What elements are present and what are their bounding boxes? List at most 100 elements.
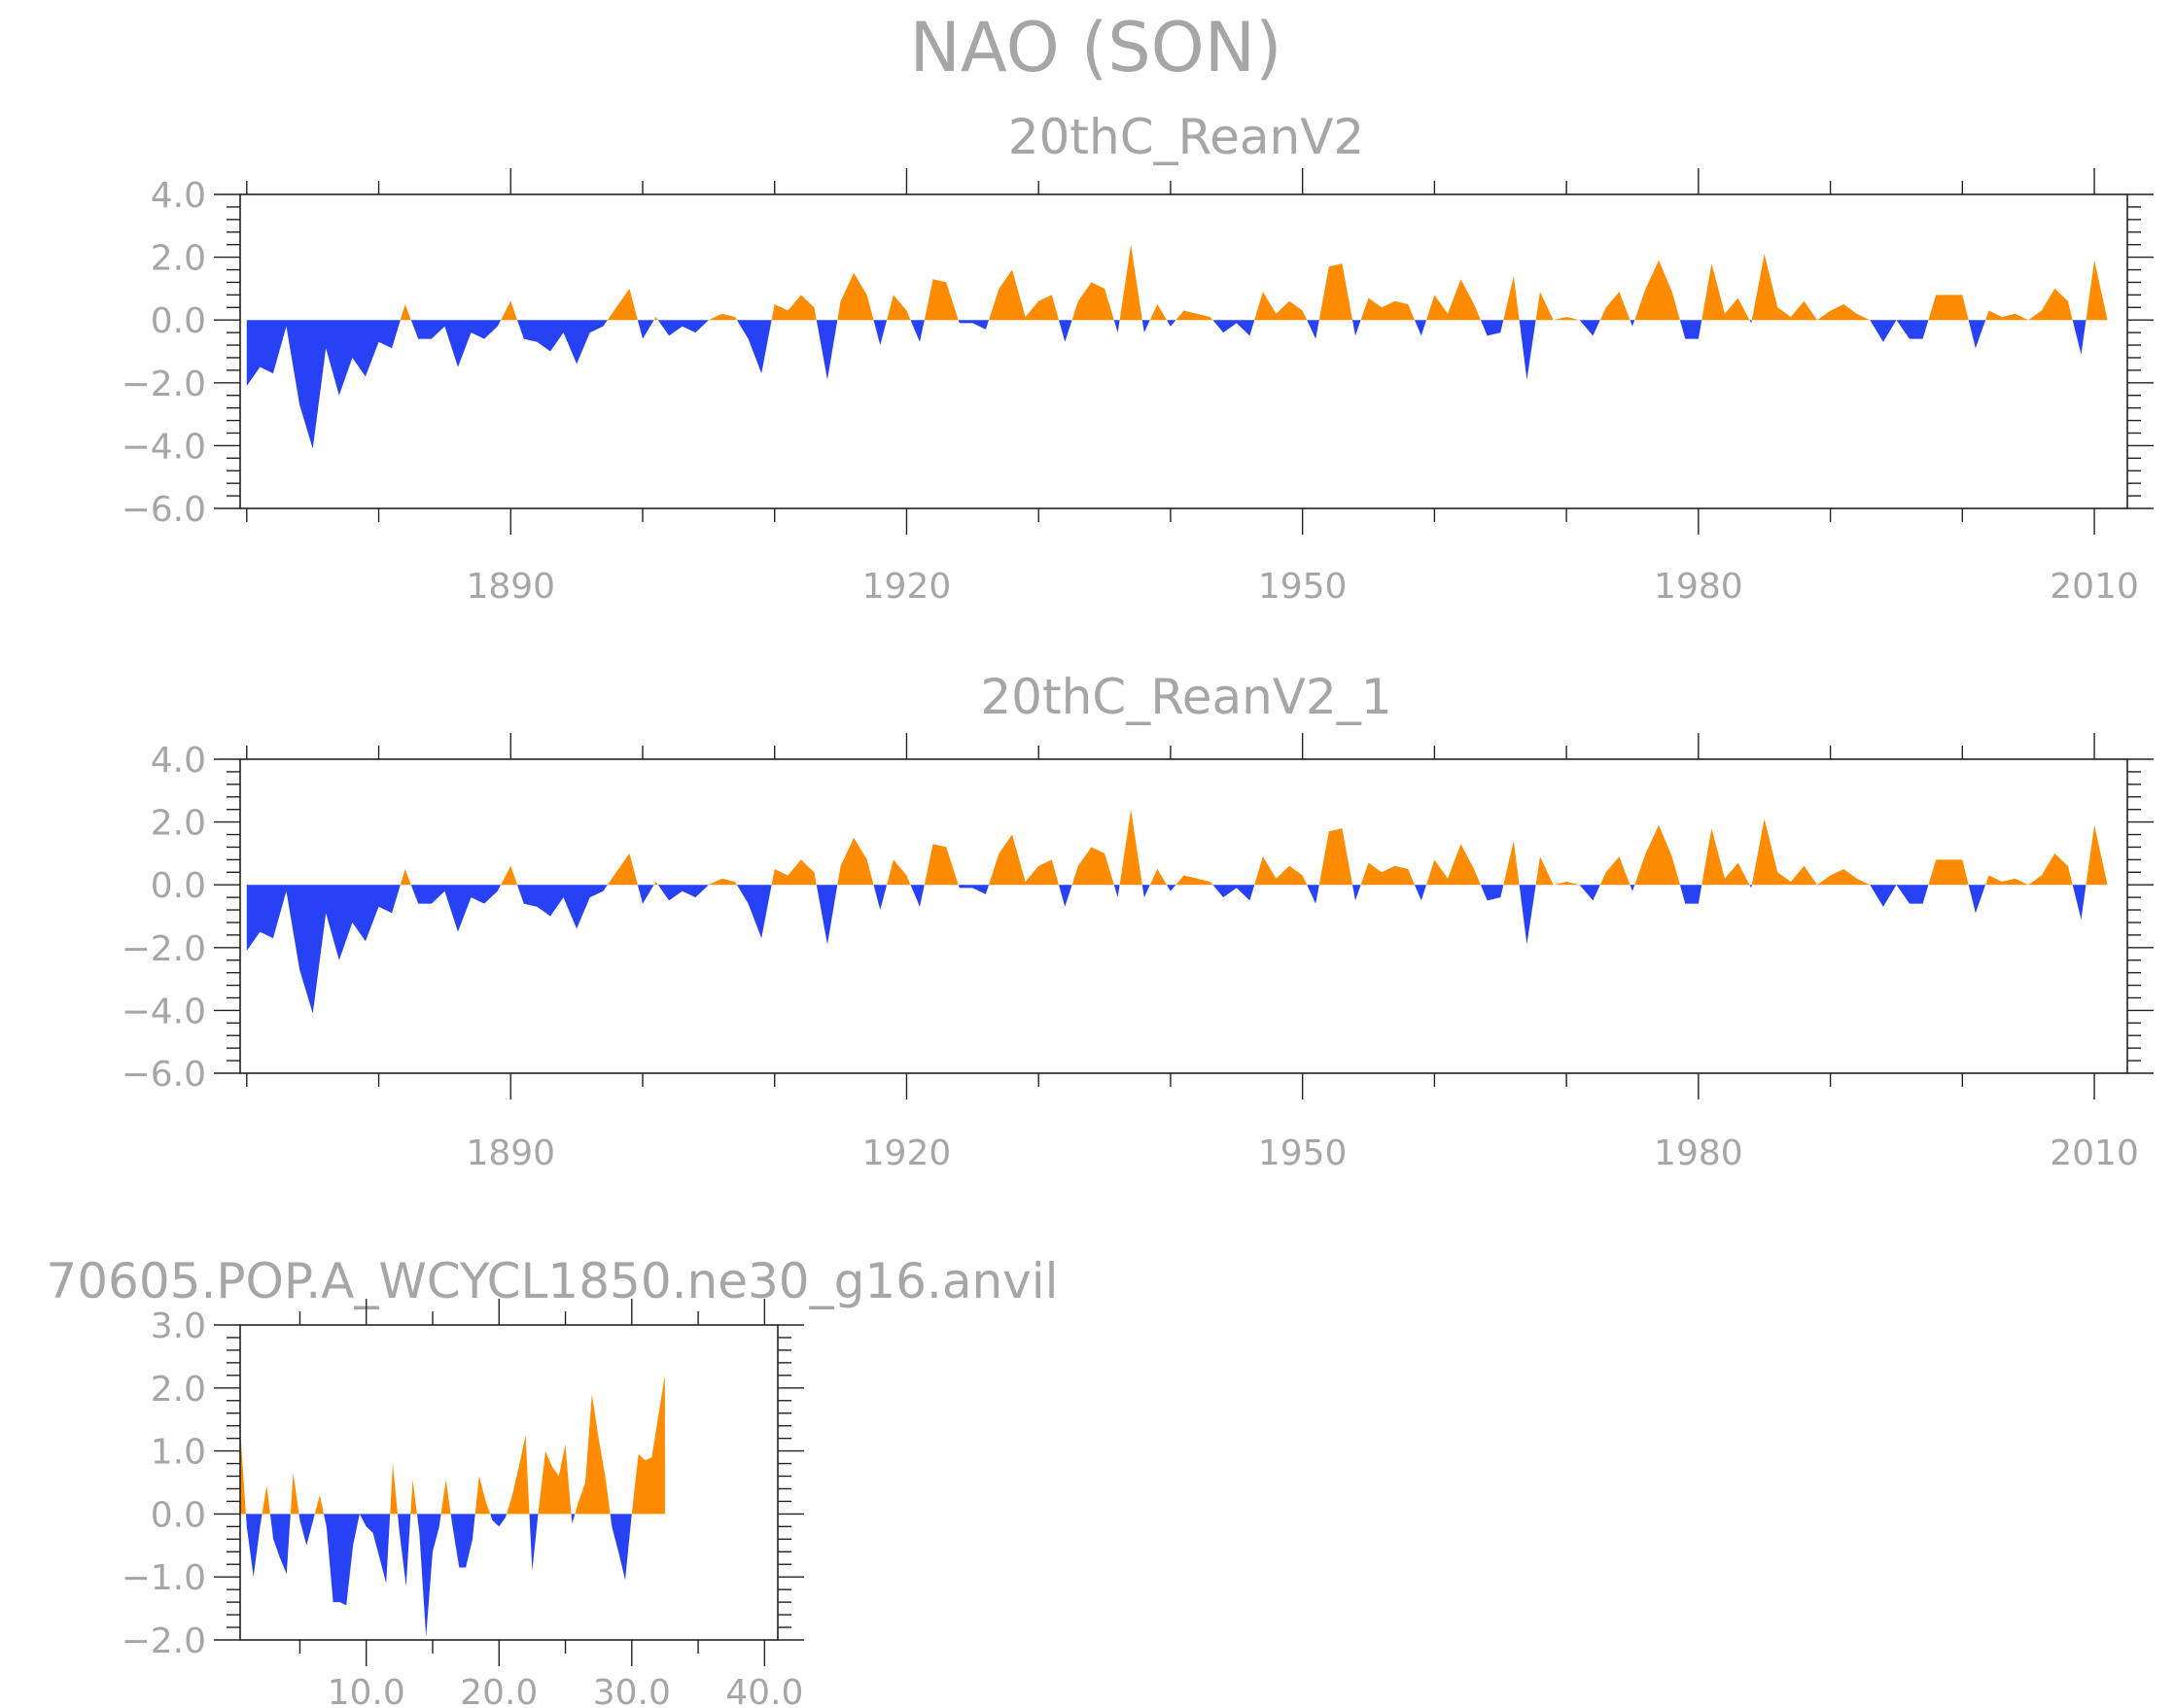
negative-area bbox=[1579, 320, 1600, 336]
positive-area bbox=[400, 869, 411, 886]
y-tick-label: −2.0 bbox=[122, 929, 206, 969]
positive-area bbox=[989, 834, 1059, 886]
x-tick-label: 1920 bbox=[862, 567, 952, 607]
negative-area bbox=[1212, 885, 1255, 901]
positive-area bbox=[887, 859, 911, 886]
negative-area bbox=[1749, 885, 1752, 889]
positive-area bbox=[1119, 809, 1142, 886]
y-tick-label: 0.0 bbox=[151, 301, 206, 341]
negative-area bbox=[816, 320, 838, 380]
plot-frame bbox=[239, 193, 2128, 509]
y-tick-label: −4.0 bbox=[122, 992, 206, 1031]
positive-area bbox=[1503, 841, 1520, 886]
x-tick-label: 1980 bbox=[1654, 567, 1743, 607]
x-tick-label: 30.0 bbox=[593, 1673, 671, 1708]
y-tick-label: 4.0 bbox=[151, 741, 206, 781]
negative-area bbox=[1059, 320, 1072, 342]
y-tick-label: 2.0 bbox=[151, 804, 206, 844]
positive-area bbox=[1318, 263, 1352, 321]
negative-area bbox=[1630, 885, 1635, 891]
negative-area bbox=[298, 1514, 315, 1546]
negative-area bbox=[410, 320, 502, 367]
negative-area bbox=[1352, 320, 1361, 336]
negative-area bbox=[269, 1514, 291, 1574]
positive-area bbox=[1985, 288, 2073, 321]
negative-area bbox=[245, 1514, 263, 1578]
y-tick-label: 2.0 bbox=[151, 1370, 206, 1410]
y-tick-label: 0.0 bbox=[151, 866, 206, 906]
y-tick-label: 3.0 bbox=[151, 1307, 206, 1346]
negative-area bbox=[1113, 885, 1120, 898]
figure-title: NAO (SON) bbox=[910, 8, 1282, 87]
negative-area bbox=[1870, 320, 1897, 342]
x-tick-label: 40.0 bbox=[725, 1673, 803, 1708]
positive-area bbox=[390, 1463, 398, 1515]
panel-title: 70605.POP.A_WCYCL1850.ne30_g16.anvil bbox=[46, 1253, 1058, 1309]
plot-frame bbox=[239, 758, 2128, 1074]
positive-area bbox=[1535, 292, 1580, 321]
negative-area bbox=[1579, 885, 1600, 901]
y-tick-label: −1.0 bbox=[122, 1558, 206, 1598]
positive-area bbox=[1985, 853, 2073, 886]
negative-area bbox=[1630, 320, 1635, 327]
negative-area bbox=[1968, 320, 1986, 349]
negative-area bbox=[958, 320, 989, 330]
negative-area bbox=[517, 320, 608, 365]
negative-area bbox=[1480, 320, 1504, 336]
negative-area bbox=[657, 885, 709, 901]
negative-area bbox=[1896, 320, 1929, 339]
panel-title: 20thC_ReanV2 bbox=[1008, 109, 1364, 165]
positive-area bbox=[653, 317, 658, 321]
negative-area bbox=[816, 885, 838, 945]
negative-area bbox=[1749, 320, 1752, 324]
positive-area bbox=[837, 272, 874, 321]
positive-area bbox=[1928, 859, 1969, 886]
negative-area bbox=[398, 1514, 411, 1586]
negative-area bbox=[359, 1514, 391, 1584]
positive-area bbox=[1751, 819, 1871, 886]
positive-area bbox=[507, 1435, 530, 1515]
x-tick-label: 1920 bbox=[862, 1133, 952, 1173]
negative-area bbox=[1307, 320, 1319, 339]
negative-area bbox=[1679, 320, 1702, 339]
negative-area bbox=[450, 1514, 475, 1568]
positive-area bbox=[989, 269, 1059, 321]
series-area bbox=[240, 1375, 665, 1637]
positive-area bbox=[1751, 254, 1871, 321]
negative-area bbox=[2072, 885, 2086, 920]
positive-area bbox=[314, 1495, 324, 1515]
y-tick-label: 4.0 bbox=[151, 176, 206, 216]
positive-area bbox=[474, 1476, 491, 1515]
x-tick-label: 1950 bbox=[1258, 1133, 1348, 1173]
negative-area bbox=[571, 1514, 576, 1524]
negative-area bbox=[610, 1514, 632, 1581]
negative-area bbox=[324, 1514, 360, 1606]
chart-panel-1: 20thC_ReanV2 −6.0 −4.0 −2.0 0.0 2.0 4.0 1890 192… bbox=[122, 109, 2154, 607]
positive-area bbox=[1701, 263, 1750, 321]
x-tick-label: 10.0 bbox=[328, 1673, 405, 1708]
positive-area bbox=[631, 1375, 665, 1515]
positive-area bbox=[607, 288, 638, 321]
x-tick-label: 2010 bbox=[2050, 567, 2139, 607]
y-tick-label: −2.0 bbox=[122, 365, 206, 404]
positive-area bbox=[1119, 244, 1142, 321]
positive-area bbox=[501, 865, 517, 886]
x-tick-label: 1980 bbox=[1654, 1133, 1743, 1173]
y-tick-label: −6.0 bbox=[122, 1055, 206, 1095]
positive-area bbox=[1360, 862, 1415, 886]
positive-area bbox=[1175, 875, 1213, 886]
negative-area bbox=[1679, 885, 1702, 904]
positive-area bbox=[400, 304, 411, 321]
negative-area bbox=[1141, 320, 1150, 333]
negative-area bbox=[410, 885, 502, 932]
negative-area bbox=[736, 885, 772, 939]
negative-area bbox=[1307, 885, 1319, 904]
negative-area bbox=[1480, 885, 1504, 901]
negative-area bbox=[246, 885, 401, 1014]
negative-area bbox=[1352, 885, 1361, 901]
negative-area bbox=[529, 1514, 539, 1571]
plot-frame bbox=[239, 1324, 779, 1641]
positive-area bbox=[1535, 856, 1580, 886]
positive-area bbox=[924, 279, 959, 321]
